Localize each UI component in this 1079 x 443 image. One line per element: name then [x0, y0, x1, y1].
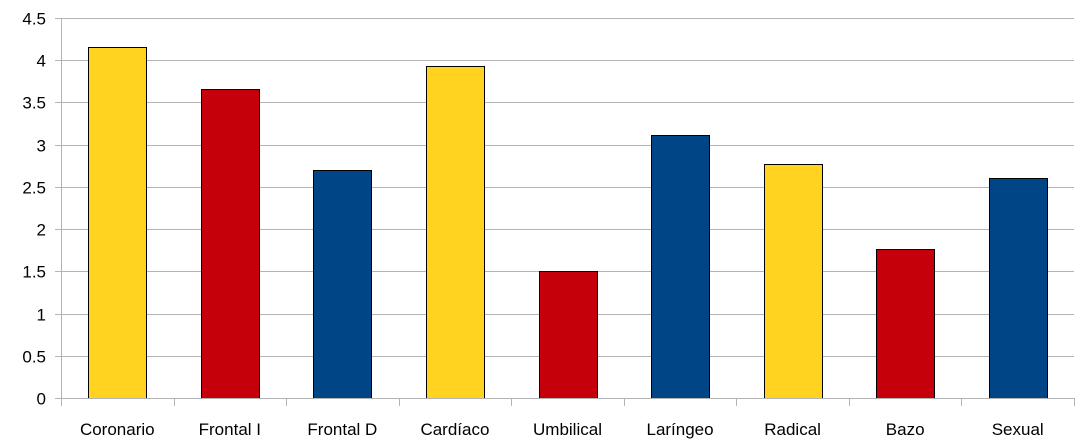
axes [61, 18, 1075, 406]
bar-radical [764, 164, 823, 399]
x-axis-category-labels: Coronario Frontal I Frontal D Cardíaco Umbil… [80, 420, 1044, 439]
x-category-label: Frontal I [199, 420, 261, 439]
y-tick-label: 1.5 [22, 263, 46, 282]
x-category-label: Radical [764, 420, 821, 439]
x-category-label: Bazo [886, 420, 925, 439]
bars [88, 47, 1048, 399]
y-tick-label: 3 [37, 137, 46, 156]
y-tick-label: 4.5 [22, 10, 46, 29]
x-category-label: Sexual [992, 420, 1044, 439]
x-category-label: Frontal D [307, 420, 377, 439]
bar-card-aco [426, 66, 485, 399]
bar-lar-ngeo [651, 135, 710, 399]
x-category-label: Umbilical [533, 420, 602, 439]
y-tick-label: 3.5 [22, 94, 46, 113]
x-category-label: Cardíaco [420, 420, 489, 439]
x-category-label: Coronario [80, 420, 155, 439]
y-tick-label: 0 [37, 390, 46, 409]
bar-sexual [989, 178, 1048, 399]
y-tick-label: 1 [37, 306, 46, 325]
bar-umbilical [539, 271, 598, 399]
y-tick-label: 2 [37, 221, 46, 240]
y-tick-label: 2.5 [22, 179, 46, 198]
x-category-label: Laríngeo [646, 420, 713, 439]
bar-frontal-d [313, 170, 372, 399]
bar-frontal-i [201, 89, 260, 399]
y-tick-label: 0.5 [22, 348, 46, 367]
bar-bazo [876, 249, 935, 399]
bar-coronario [88, 47, 147, 399]
y-tick-label: 4 [37, 52, 46, 71]
y-axis-tick-labels: 0 0.5 1 1.5 2 2.5 3 3.5 4 4.5 [22, 10, 46, 409]
